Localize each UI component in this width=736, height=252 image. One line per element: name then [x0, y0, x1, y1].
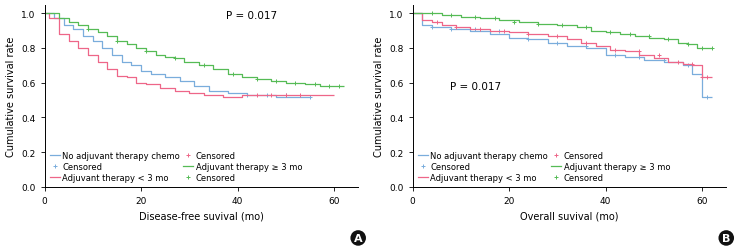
Text: P = 0.017: P = 0.017 — [450, 82, 501, 92]
Y-axis label: Cumulative survival rate: Cumulative survival rate — [374, 36, 383, 156]
Y-axis label: Cumulative survival rate: Cumulative survival rate — [6, 36, 15, 156]
Legend: No adjuvant therapy chemo, Censored, Adjuvant therapy < 3 mo, Censored, Adjuvant: No adjuvant therapy chemo, Censored, Adj… — [49, 150, 303, 183]
Text: A: A — [354, 233, 363, 243]
X-axis label: Overall suvival (mo): Overall suvival (mo) — [520, 211, 619, 220]
Legend: No adjuvant therapy chemo, Censored, Adjuvant therapy < 3 mo, Censored, Adjuvant: No adjuvant therapy chemo, Censored, Adj… — [417, 150, 671, 183]
Text: P = 0.017: P = 0.017 — [227, 11, 277, 21]
Text: B: B — [722, 233, 730, 243]
X-axis label: Disease-free suvival (mo): Disease-free suvival (mo) — [139, 211, 263, 220]
